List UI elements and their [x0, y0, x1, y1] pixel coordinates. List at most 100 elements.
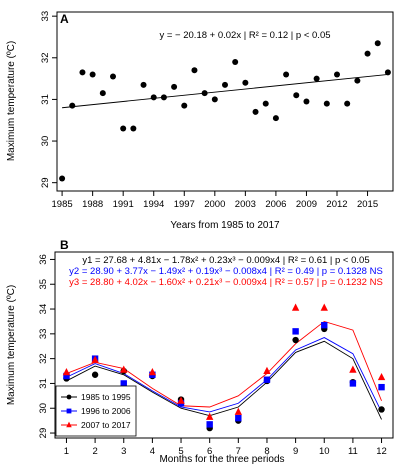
data-point — [292, 336, 299, 344]
data-point — [181, 102, 188, 109]
data-point — [292, 328, 299, 335]
legend-entry: 1996 to 2006 — [81, 406, 131, 416]
data-point — [374, 40, 381, 47]
data-point — [272, 115, 279, 122]
data-point — [349, 365, 357, 373]
x-tick-label: 6 — [207, 446, 212, 457]
x-tick-label: 11 — [348, 446, 358, 457]
panel-a-y-ticks: 29 30 31 32 33 — [40, 11, 57, 188]
data-point — [252, 108, 259, 115]
x-tick-label: 2012 — [326, 199, 347, 210]
panel-b-points — [62, 303, 386, 432]
data-point — [364, 50, 371, 57]
panel-b-fit-lines — [66, 320, 382, 420]
data-point — [69, 102, 76, 109]
data-point — [222, 81, 228, 88]
data-point — [66, 421, 72, 428]
data-point — [323, 100, 330, 107]
data-point — [262, 100, 269, 107]
panel-a-points — [59, 40, 391, 182]
y-tick-label: 33 — [40, 11, 51, 22]
data-point — [303, 98, 310, 105]
x-tick-label: 10 — [319, 446, 330, 457]
y-tick-label: 33 — [38, 329, 49, 340]
panel-a-annotation: y = − 20.18 + 0.02x | R² = 0.12 | p < 0.… — [159, 30, 330, 41]
data-point — [263, 366, 271, 374]
y-tick-label: 30 — [40, 136, 51, 147]
y-tick-label: 31 — [38, 378, 49, 389]
data-point — [171, 83, 178, 90]
x-tick-label: 9 — [293, 446, 298, 457]
x-tick-label: 12 — [376, 446, 387, 457]
data-point — [211, 96, 218, 103]
x-tick-label: 1994 — [143, 199, 164, 210]
data-point — [384, 69, 391, 76]
data-point — [320, 303, 328, 311]
data-point — [206, 421, 213, 428]
legend-entry: 1985 to 1995 — [81, 392, 131, 402]
data-point — [66, 408, 72, 414]
data-point — [234, 407, 243, 415]
panel-a-frame — [56, 11, 394, 192]
data-point — [91, 355, 99, 363]
panel-a-y-axis-label: Maximum temperature (ºC) — [6, 41, 17, 161]
data-point — [177, 396, 185, 404]
data-point — [232, 58, 239, 65]
x-tick-label: 7 — [236, 446, 241, 457]
panel-a: A y = − 20.18 + 0.02x | R² = 0.12 | p < … — [6, 11, 394, 231]
x-tick-label: 1991 — [113, 199, 134, 210]
panel-b-letter: B — [60, 238, 69, 252]
data-point — [59, 175, 66, 182]
x-tick-label: 2015 — [357, 199, 378, 210]
data-point — [79, 69, 86, 76]
fit-line — [66, 340, 382, 420]
data-point — [313, 75, 320, 82]
x-tick-label: 1 — [64, 446, 69, 457]
panel-b-y-ticks: 29 30 31 32 33 34 35 36 — [38, 254, 55, 438]
data-point — [291, 303, 300, 311]
y-tick-label: 34 — [38, 304, 49, 315]
data-point — [378, 383, 385, 391]
data-point — [148, 368, 157, 376]
panel-b-equation-y1: y1 = 27.68 + 4.81x − 1.78x² + 0.23x³ − 0… — [82, 255, 369, 266]
y-tick-label: 29 — [38, 428, 49, 439]
data-point — [334, 71, 340, 78]
data-point — [283, 71, 290, 78]
x-tick-label: 2 — [92, 446, 97, 457]
data-point — [99, 90, 106, 97]
panel-b-frame — [54, 251, 394, 439]
data-point — [110, 73, 116, 80]
panel-b-x-ticks: 1 2 3 4 5 6 7 8 9 10 11 12 — [64, 438, 387, 457]
data-point — [63, 372, 70, 380]
data-point — [354, 77, 361, 84]
panel-a-trend-line — [62, 73, 388, 109]
data-point — [242, 79, 249, 86]
x-tick-label: 2009 — [296, 199, 317, 210]
data-point — [120, 380, 127, 387]
data-point — [321, 321, 328, 329]
y-tick-label: 35 — [38, 279, 49, 290]
data-point — [62, 368, 71, 376]
data-point — [293, 92, 300, 99]
y-tick-label: 32 — [40, 53, 51, 64]
x-tick-label: 2003 — [235, 199, 256, 210]
data-point — [89, 71, 96, 78]
data-point — [205, 412, 214, 420]
x-tick-label: 3 — [121, 446, 126, 457]
x-tick-label: 2000 — [204, 199, 225, 210]
data-point — [140, 81, 147, 88]
trend-line — [62, 73, 388, 109]
data-point — [160, 94, 167, 101]
x-tick-label: 1985 — [52, 199, 73, 210]
panel-a-x-axis-label: Years from 1985 to 2017 — [170, 220, 280, 231]
x-tick-label: 8 — [264, 446, 269, 457]
data-point — [91, 371, 99, 378]
data-point — [378, 406, 385, 413]
x-tick-label: 5 — [178, 446, 183, 457]
data-point — [263, 376, 271, 383]
panel-b: B y1 = 27.68 + 4.81x − 1.78x² + 0.23x³ −… — [6, 238, 394, 465]
panel-a-letter: A — [60, 12, 69, 26]
legend-entry: 2007 to 2017 — [81, 420, 131, 430]
data-point — [349, 380, 357, 387]
